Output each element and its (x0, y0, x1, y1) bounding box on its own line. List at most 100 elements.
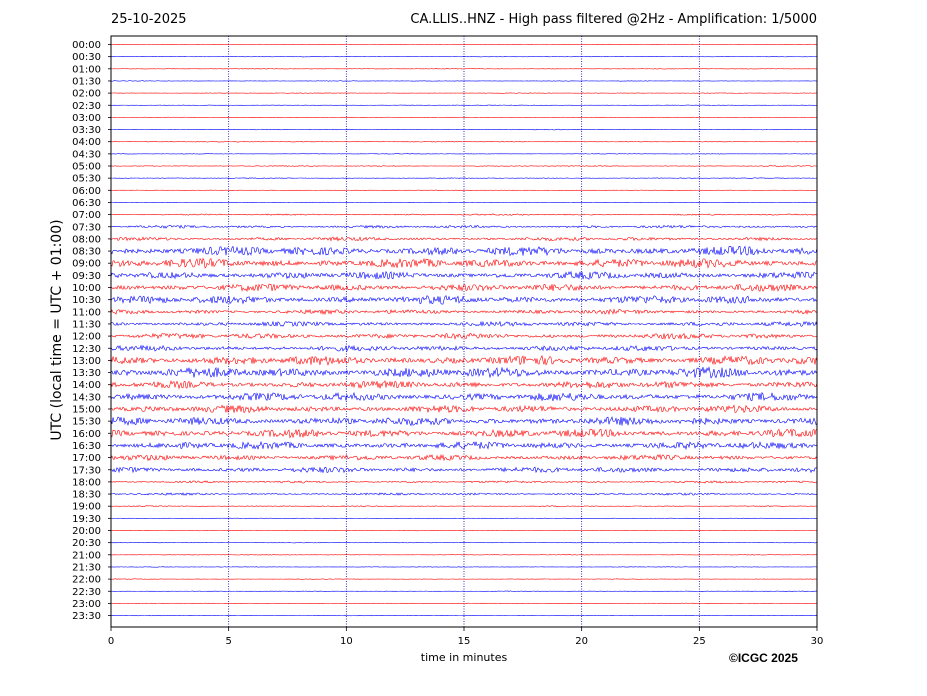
y-tick-label: 05:30 (72, 174, 101, 185)
x-tick-label: 0 (108, 636, 114, 647)
trace-16:30 (110, 440, 818, 451)
trace-23:00 (110, 602, 818, 605)
trace-02:00 (110, 92, 818, 94)
trace-07:00 (110, 213, 818, 216)
y-tick-label: 08:00 (72, 234, 101, 245)
y-tick-label: 09:00 (72, 259, 101, 270)
trace-03:00 (110, 116, 818, 118)
date-label: 25-10-2025 (111, 12, 187, 27)
trace-11:00 (110, 308, 818, 316)
trace-01:00 (110, 68, 818, 70)
trace-22:00 (110, 578, 818, 580)
trace-00:00 (110, 43, 818, 46)
trace-18:00 (110, 480, 818, 484)
y-tick-label: 21:00 (72, 550, 101, 561)
trace-10:00 (110, 283, 818, 293)
trace-09:30 (110, 270, 818, 280)
trace-15:30 (110, 416, 818, 427)
trace-07:30 (110, 224, 818, 229)
y-tick-label: 22:30 (72, 587, 101, 598)
y-tick-label: 13:30 (72, 368, 101, 379)
y-tick-label: 06:30 (72, 198, 101, 209)
y-tick-label: 05:00 (72, 162, 101, 173)
trace-17:30 (110, 466, 818, 474)
y-tick-label: 04:30 (72, 149, 101, 160)
y-tick-label: 16:00 (72, 429, 101, 440)
y-tick-label: 16:30 (72, 441, 101, 452)
y-tick-label: 22:00 (72, 575, 101, 586)
y-tick-label: 19:30 (72, 514, 101, 525)
y-tick-label: 08:30 (72, 247, 101, 258)
y-tick-label: 19:00 (72, 502, 101, 513)
y-tick-label: 06:00 (72, 186, 101, 197)
y-tick-label: 10:00 (72, 283, 101, 294)
x-tick-label: 5 (225, 636, 231, 647)
trace-04:30 (110, 153, 818, 155)
y-tick-label: 20:00 (72, 526, 101, 537)
y-tick-label: 13:00 (72, 356, 101, 367)
y-tick-label: 10:30 (72, 295, 101, 306)
trace-23:30 (110, 614, 818, 617)
trace-18:30 (110, 492, 818, 496)
trace-05:30 (110, 177, 818, 179)
trace-02:30 (110, 104, 818, 106)
trace-01:30 (110, 80, 818, 82)
y-tick-label: 12:30 (72, 344, 101, 355)
y-tick-label: 12:00 (72, 332, 101, 343)
trace-06:00 (110, 189, 818, 191)
trace-20:30 (110, 542, 818, 544)
y-tick-label: 09:30 (72, 271, 101, 282)
trace-06:30 (110, 201, 818, 204)
y-tick-label: 23:00 (72, 599, 101, 610)
x-tick-label: 30 (811, 636, 824, 647)
x-tick-label: 20 (575, 636, 588, 647)
trace-19:00 (110, 505, 818, 508)
trace-09:00 (110, 257, 818, 269)
y-tick-label: 02:00 (72, 89, 101, 100)
trace-11:30 (110, 320, 818, 327)
y-tick-label: 07:00 (72, 210, 101, 221)
y-tick-label: 20:30 (72, 538, 101, 549)
x-tick-label: 10 (340, 636, 353, 647)
trace-16:00 (110, 428, 818, 439)
y-tick-label: 11:30 (72, 319, 101, 330)
trace-13:30 (110, 366, 818, 379)
trace-12:30 (110, 344, 818, 353)
y-tick-label: 00:30 (72, 52, 101, 63)
trace-21:30 (110, 566, 818, 568)
chart-title: CA.LLIS..HNZ - High pass filtered @2Hz -… (410, 12, 817, 27)
y-tick-label: 02:30 (72, 101, 101, 112)
y-tick-label: 04:00 (72, 137, 101, 148)
trace-15:00 (110, 404, 818, 414)
trace-14:30 (110, 391, 818, 402)
y-tick-label: 15:00 (72, 405, 101, 416)
trace-22:30 (110, 590, 818, 592)
y-tick-label: 00:00 (72, 40, 101, 51)
y-tick-label: 07:30 (72, 222, 101, 233)
trace-21:00 (110, 554, 817, 556)
trace-13:00 (110, 354, 818, 366)
y-tick-label: 03:30 (72, 125, 101, 136)
trace-14:00 (110, 380, 818, 390)
trace-10:30 (110, 295, 818, 305)
x-tick-label: 25 (693, 636, 706, 647)
y-tick-label: 11:00 (72, 307, 101, 318)
y-tick-label: 03:00 (72, 113, 101, 124)
y-tick-label: 18:30 (72, 490, 101, 501)
y-tick-label: 23:30 (72, 611, 101, 622)
trace-08:00 (110, 236, 818, 242)
y-tick-label: 17:30 (72, 465, 101, 476)
trace-00:30 (110, 56, 818, 58)
trace-08:30 (110, 245, 818, 257)
y-tick-label: 21:30 (72, 562, 101, 573)
trace-03:30 (110, 128, 818, 131)
y-tick-label: 01:00 (72, 64, 101, 75)
y-tick-label: 14:30 (72, 392, 101, 403)
x-tick-label: 15 (458, 636, 471, 647)
copyright-label: ©ICGC 2025 (729, 651, 798, 665)
y-tick-label: 15:30 (72, 417, 101, 428)
y-tick-label: 01:30 (72, 76, 101, 87)
y-axis-label: UTC (local time = UTC + 01:00) (49, 219, 65, 441)
trace-19:30 (110, 517, 818, 519)
